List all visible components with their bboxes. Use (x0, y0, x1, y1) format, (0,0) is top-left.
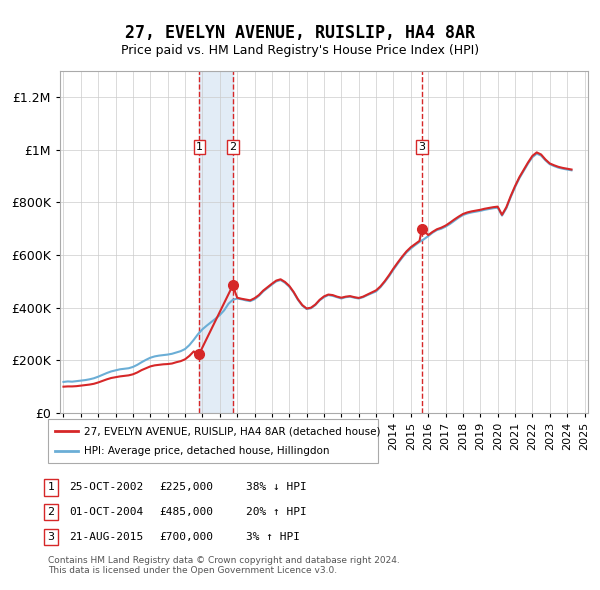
Text: Price paid vs. HM Land Registry's House Price Index (HPI): Price paid vs. HM Land Registry's House … (121, 44, 479, 57)
Text: 3% ↑ HPI: 3% ↑ HPI (246, 532, 300, 542)
Text: HPI: Average price, detached house, Hillingdon: HPI: Average price, detached house, Hill… (84, 446, 330, 455)
Text: £485,000: £485,000 (159, 507, 213, 517)
Text: 27, EVELYN AVENUE, RUISLIP, HA4 8AR: 27, EVELYN AVENUE, RUISLIP, HA4 8AR (125, 24, 475, 42)
Text: 21-AUG-2015: 21-AUG-2015 (69, 532, 143, 542)
Text: 20% ↑ HPI: 20% ↑ HPI (246, 507, 307, 517)
Text: 38% ↓ HPI: 38% ↓ HPI (246, 483, 307, 492)
Text: 1: 1 (196, 142, 203, 152)
Text: £700,000: £700,000 (159, 532, 213, 542)
Text: £225,000: £225,000 (159, 483, 213, 492)
Text: 1: 1 (47, 483, 55, 492)
Text: 3: 3 (418, 142, 425, 152)
Bar (199, 71, 233, 413)
Text: 2: 2 (47, 507, 55, 517)
Text: 2: 2 (229, 142, 236, 152)
Text: 3: 3 (47, 532, 55, 542)
Text: 27, EVELYN AVENUE, RUISLIP, HA4 8AR (detached house): 27, EVELYN AVENUE, RUISLIP, HA4 8AR (det… (84, 427, 381, 436)
Text: Contains HM Land Registry data © Crown copyright and database right 2024.
This d: Contains HM Land Registry data © Crown c… (48, 556, 400, 575)
FancyBboxPatch shape (48, 419, 378, 463)
Text: 01-OCT-2004: 01-OCT-2004 (69, 507, 143, 517)
Text: 25-OCT-2002: 25-OCT-2002 (69, 483, 143, 492)
